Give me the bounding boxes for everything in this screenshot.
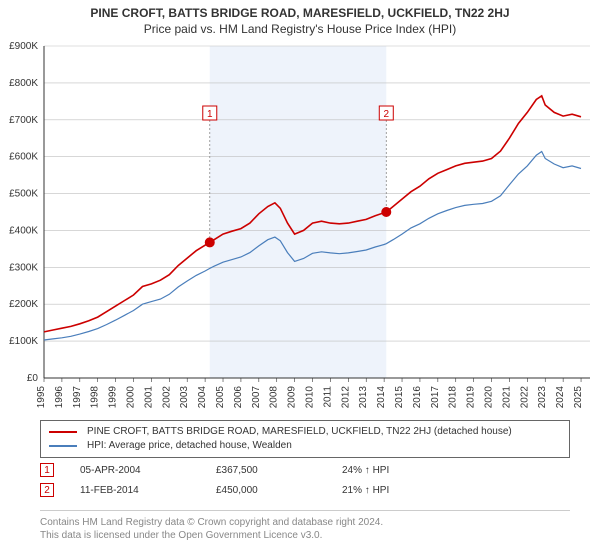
sale-date: 11-FEB-2014 bbox=[80, 485, 190, 496]
legend-label: PINE CROFT, BATTS BRIDGE ROAD, MARESFIEL… bbox=[87, 425, 512, 439]
svg-text:2016: 2016 bbox=[412, 386, 423, 409]
chart-title: PINE CROFT, BATTS BRIDGE ROAD, MARESFIEL… bbox=[0, 0, 600, 20]
sale-row: 2 11-FEB-2014 £450,000 21% ↑ HPI bbox=[40, 480, 570, 500]
svg-text:1999: 1999 bbox=[108, 386, 119, 409]
sale-price: £367,500 bbox=[216, 465, 316, 476]
svg-text:2020: 2020 bbox=[484, 386, 495, 409]
legend-label: HPI: Average price, detached house, Weal… bbox=[87, 439, 292, 453]
legend-swatch bbox=[49, 431, 77, 433]
svg-text:1997: 1997 bbox=[72, 386, 83, 409]
sale-hpi-diff: 21% ↑ HPI bbox=[342, 485, 442, 496]
svg-text:1998: 1998 bbox=[90, 386, 101, 409]
sales-table: 1 05-APR-2004 £367,500 24% ↑ HPI 2 11-FEB-201… bbox=[40, 460, 570, 500]
sale-marker: 1 bbox=[40, 463, 54, 477]
svg-text:£700K: £700K bbox=[9, 115, 38, 126]
svg-text:2010: 2010 bbox=[305, 386, 316, 409]
legend: PINE CROFT, BATTS BRIDGE ROAD, MARESFIEL… bbox=[40, 420, 570, 458]
svg-text:2: 2 bbox=[383, 109, 389, 120]
svg-text:2014: 2014 bbox=[376, 386, 387, 409]
svg-text:£800K: £800K bbox=[9, 78, 38, 89]
footer-line-1: Contains HM Land Registry data © Crown c… bbox=[40, 516, 570, 529]
svg-text:2021: 2021 bbox=[501, 386, 512, 409]
legend-item: PINE CROFT, BATTS BRIDGE ROAD, MARESFIEL… bbox=[49, 425, 561, 439]
svg-text:2013: 2013 bbox=[358, 386, 369, 409]
svg-text:£400K: £400K bbox=[9, 225, 38, 236]
footer-attribution: Contains HM Land Registry data © Crown c… bbox=[40, 510, 570, 542]
svg-text:2018: 2018 bbox=[448, 386, 459, 409]
svg-text:2000: 2000 bbox=[126, 386, 137, 409]
svg-text:2011: 2011 bbox=[322, 386, 333, 408]
svg-text:2015: 2015 bbox=[394, 386, 405, 409]
sale-date: 05-APR-2004 bbox=[80, 465, 190, 476]
svg-text:2006: 2006 bbox=[233, 386, 244, 409]
svg-text:2001: 2001 bbox=[143, 386, 154, 409]
svg-text:2012: 2012 bbox=[340, 386, 351, 409]
svg-text:2002: 2002 bbox=[161, 386, 172, 409]
svg-text:£300K: £300K bbox=[9, 262, 38, 273]
sale-price: £450,000 bbox=[216, 485, 316, 496]
svg-text:2023: 2023 bbox=[537, 386, 548, 409]
svg-text:2003: 2003 bbox=[179, 386, 190, 409]
svg-text:1996: 1996 bbox=[54, 386, 65, 409]
svg-text:2017: 2017 bbox=[430, 386, 441, 409]
sale-marker: 2 bbox=[40, 483, 54, 497]
svg-text:2022: 2022 bbox=[519, 386, 530, 409]
svg-text:2025: 2025 bbox=[573, 386, 584, 409]
svg-text:2009: 2009 bbox=[287, 386, 298, 409]
legend-item: HPI: Average price, detached house, Weal… bbox=[49, 439, 561, 453]
svg-text:1: 1 bbox=[207, 109, 213, 120]
chart-subtitle: Price paid vs. HM Land Registry's House … bbox=[0, 20, 600, 36]
svg-text:£200K: £200K bbox=[9, 299, 38, 310]
sale-hpi-diff: 24% ↑ HPI bbox=[342, 465, 442, 476]
svg-text:£900K: £900K bbox=[9, 41, 38, 52]
svg-text:£600K: £600K bbox=[9, 152, 38, 163]
svg-text:2005: 2005 bbox=[215, 386, 226, 409]
footer-line-2: This data is licensed under the Open Gov… bbox=[40, 529, 570, 542]
sale-row: 1 05-APR-2004 £367,500 24% ↑ HPI bbox=[40, 460, 570, 480]
svg-text:£0: £0 bbox=[27, 373, 39, 384]
svg-text:2007: 2007 bbox=[251, 386, 262, 409]
svg-text:2008: 2008 bbox=[269, 386, 280, 409]
legend-swatch bbox=[49, 445, 77, 447]
svg-text:2024: 2024 bbox=[555, 386, 566, 409]
line-chart: £0 £100K £200K £300K £400K £500K £600K £700K £80… bbox=[0, 38, 600, 418]
svg-text:2019: 2019 bbox=[466, 386, 477, 409]
svg-text:1995: 1995 bbox=[36, 386, 47, 409]
svg-text:2004: 2004 bbox=[197, 386, 208, 409]
svg-text:£500K: £500K bbox=[9, 189, 38, 200]
svg-text:£100K: £100K bbox=[9, 336, 38, 347]
